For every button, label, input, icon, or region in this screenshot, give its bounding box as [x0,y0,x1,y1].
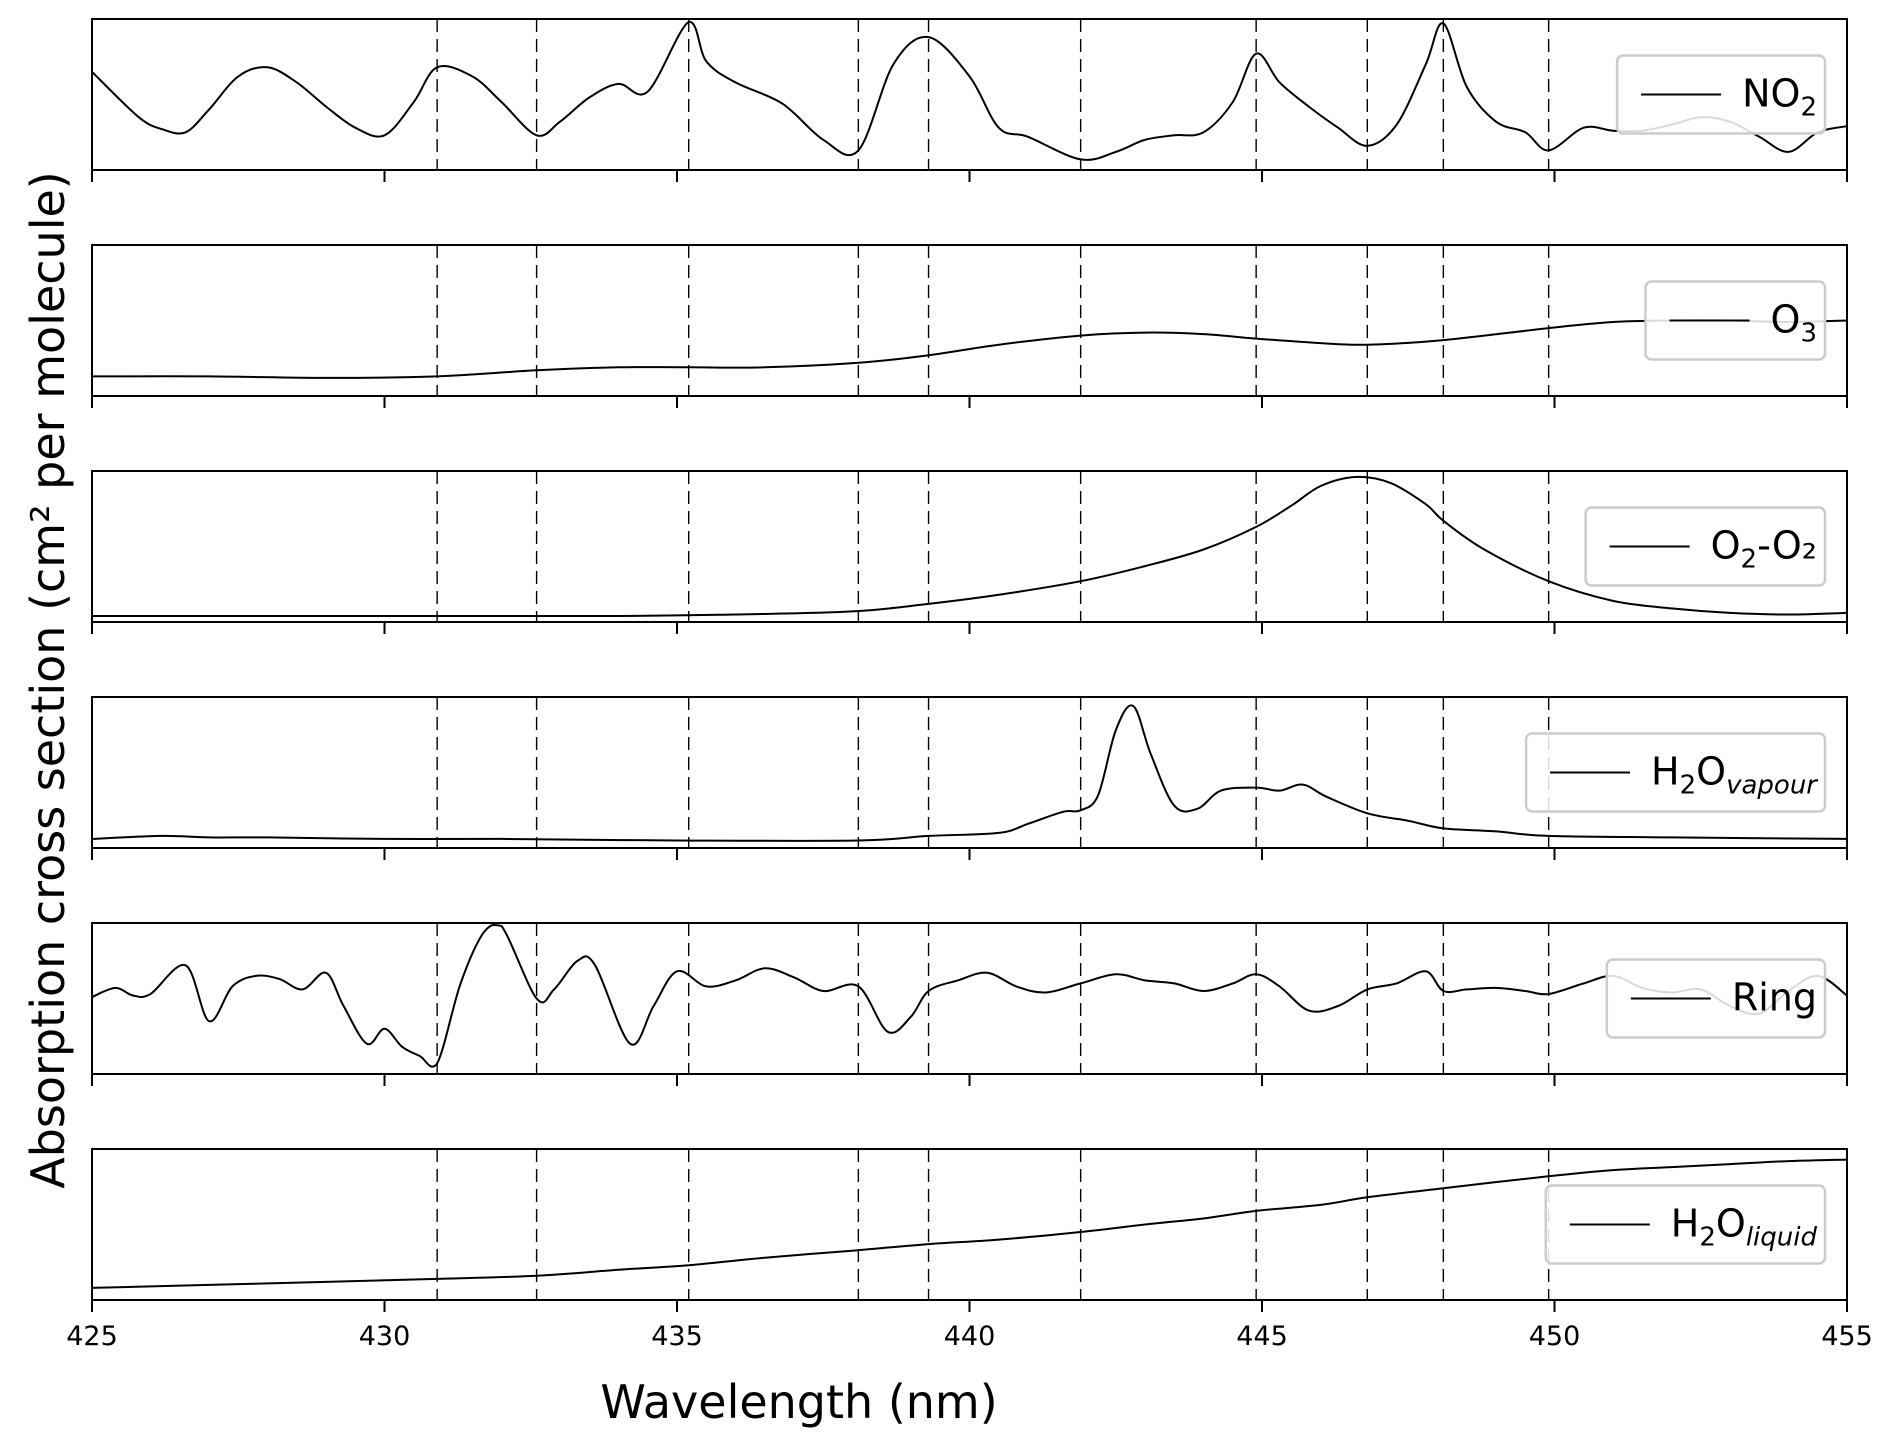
chart-panels: NO2 O3 O2-O₂ H2Ovapour Ring H2Oliquid [91,18,1848,1312]
legend-label-6: H2Oliquid [1671,1202,1818,1253]
series-line-2 [91,319,1848,379]
panel-3: O2-O₂ [91,470,1848,634]
legend-label-1: NO2 [1742,72,1817,123]
legend-label-4: H2Ovapour [1651,750,1819,801]
series-line-5 [91,923,1848,1068]
panel-frame-1 [91,18,1848,171]
series-line-6 [91,1158,1848,1289]
series-line-1 [91,21,1848,161]
legend-box-6 [1544,1184,1827,1265]
panel-frame-2 [91,244,1848,397]
panel-1: NO2 [91,18,1848,182]
legend-3: O2-O₂ [1584,506,1827,587]
x-tick-label-6: 450 [1529,1321,1581,1352]
legend-2: O3 [1644,280,1827,361]
panel-4: H2Ovapour [91,696,1848,860]
series-line-4 [91,704,1848,842]
x-tick-labels: 425 430 435 440 445 450 455 [66,1321,1873,1352]
legend-label-2: O3 [1771,298,1817,349]
legend-1: NO2 [1615,54,1827,135]
legend-6: H2Oliquid [1544,1184,1827,1265]
legend-label-3: O2-O₂ [1711,524,1817,575]
legend-box-3 [1584,506,1827,587]
legend-5: Ring [1605,958,1827,1039]
panel-frame-5 [91,922,1848,1075]
panel-2: O3 [91,244,1848,408]
x-tick-label-5: 445 [1236,1321,1288,1352]
series-line-3 [91,475,1848,618]
panel-5: Ring [91,922,1848,1086]
x-tick-label-3: 435 [651,1321,703,1352]
legend-4: H2Ovapour [1524,732,1827,813]
x-tick-label-4: 440 [944,1321,996,1352]
panel-6: H2Oliquid [91,1148,1848,1312]
x-tick-label-7: 455 [1821,1321,1873,1352]
x-tick-label-1: 425 [66,1321,118,1352]
legend-label-5: Ring [1732,976,1817,1020]
legend-box-5 [1605,958,1827,1039]
x-tick-label-2: 430 [359,1321,411,1352]
x-axis-label: Wavelength (nm) [600,1375,997,1429]
y-axis-label: Absorption cross section (cm² per molecu… [21,171,75,1188]
legend-box-4 [1524,732,1827,813]
